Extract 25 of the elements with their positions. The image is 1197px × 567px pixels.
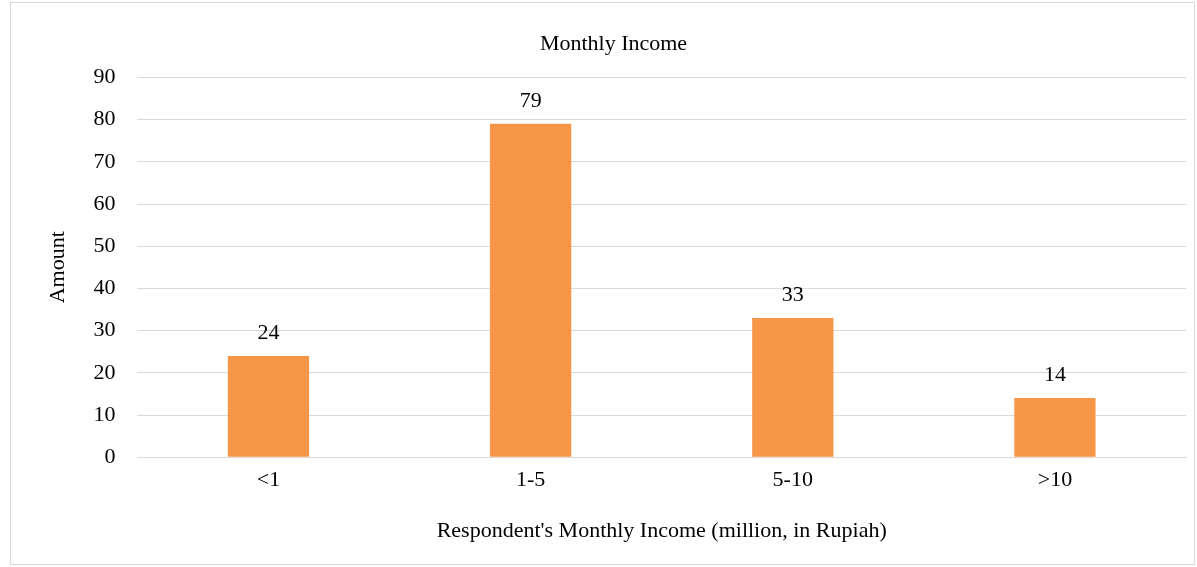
y-tick-label: 80 — [93, 105, 116, 131]
data-label: 14 — [1043, 360, 1066, 386]
y-tick-label: 70 — [93, 147, 116, 173]
y-tick-label: 50 — [93, 231, 116, 257]
data-label: 33 — [781, 280, 804, 306]
y-tick-label: 0 — [104, 442, 116, 468]
x-axis-title: Respondent's Monthly Income (million, in Rupiah) — [436, 516, 887, 542]
y-tick-label: 60 — [93, 189, 116, 215]
data-label: 24 — [257, 318, 280, 344]
chart-title: Monthly Income — [539, 29, 688, 55]
x-tick-label: >10 — [1037, 466, 1073, 492]
bar — [1014, 398, 1096, 457]
x-tick-label: 5-10 — [772, 466, 813, 492]
x-tick-label: 1-5 — [515, 466, 546, 492]
y-tick-label: 20 — [93, 358, 116, 384]
y-tick-label: 10 — [93, 400, 116, 426]
bar — [227, 355, 310, 457]
bar — [752, 317, 834, 457]
y-tick-label: 90 — [93, 63, 116, 89]
data-label: 79 — [519, 86, 542, 112]
bar — [489, 123, 572, 457]
x-tick-label: <1 — [256, 466, 281, 492]
y-tick-label: 40 — [93, 274, 116, 300]
y-tick-label: 30 — [93, 316, 116, 342]
y-axis-title: Amount — [43, 231, 69, 304]
